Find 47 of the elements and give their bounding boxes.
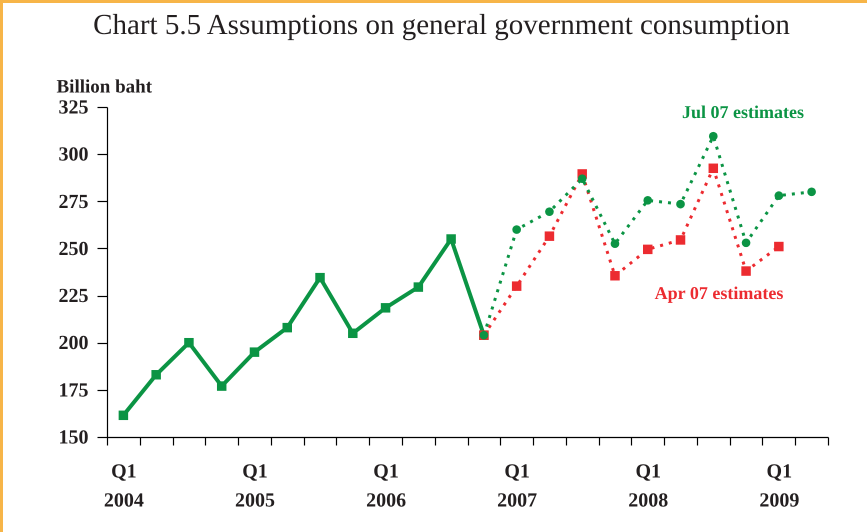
point [610, 239, 620, 248]
y-tick-label: 200 [58, 332, 88, 354]
y-tick-label: 175 [58, 379, 88, 402]
point [774, 191, 784, 200]
x-tick-label: Q1 2006 [366, 460, 406, 512]
point [512, 225, 521, 234]
chart-title: Chart 5.5 Assumptions on general government consumption [93, 9, 790, 41]
point [741, 266, 751, 276]
point [151, 370, 161, 380]
y-tick-label: 225 [58, 285, 88, 308]
point [708, 164, 718, 174]
y-tick-label: 275 [58, 190, 88, 213]
point [414, 282, 424, 292]
point [742, 238, 750, 248]
x-tick-label: Q1 2004 [104, 460, 144, 512]
point [118, 410, 128, 420]
point [807, 188, 816, 196]
point [216, 381, 226, 391]
y-tick-label: 250 [58, 238, 88, 260]
point [676, 235, 686, 245]
point [184, 338, 194, 348]
y-tick-label: 150 [58, 426, 88, 448]
x-tick-label: Q1 2009 [759, 460, 800, 512]
y-tick-label: 300 [58, 144, 88, 166]
point [643, 196, 652, 205]
series-label: Apr 07 estimates [654, 283, 784, 303]
point [774, 242, 784, 252]
point [348, 328, 358, 338]
point [708, 132, 718, 141]
point [512, 281, 522, 291]
y-axis-title: Billion baht [56, 76, 153, 98]
point [380, 303, 390, 313]
point [315, 272, 325, 282]
point [282, 322, 292, 332]
point [446, 234, 456, 244]
point [250, 347, 260, 357]
x-tick-label: Q1 2007 [497, 460, 538, 512]
x-tick-label: Q1 2005 [234, 460, 275, 512]
point [643, 244, 652, 254]
point [610, 271, 620, 281]
point [545, 207, 554, 216]
y-tick-label: 325 [58, 96, 88, 118]
x-tick-label: Q1 2008 [628, 460, 668, 512]
point [578, 174, 587, 183]
series-label: Jul 07 estimates [682, 102, 804, 122]
point [544, 231, 554, 241]
point [676, 200, 685, 208]
